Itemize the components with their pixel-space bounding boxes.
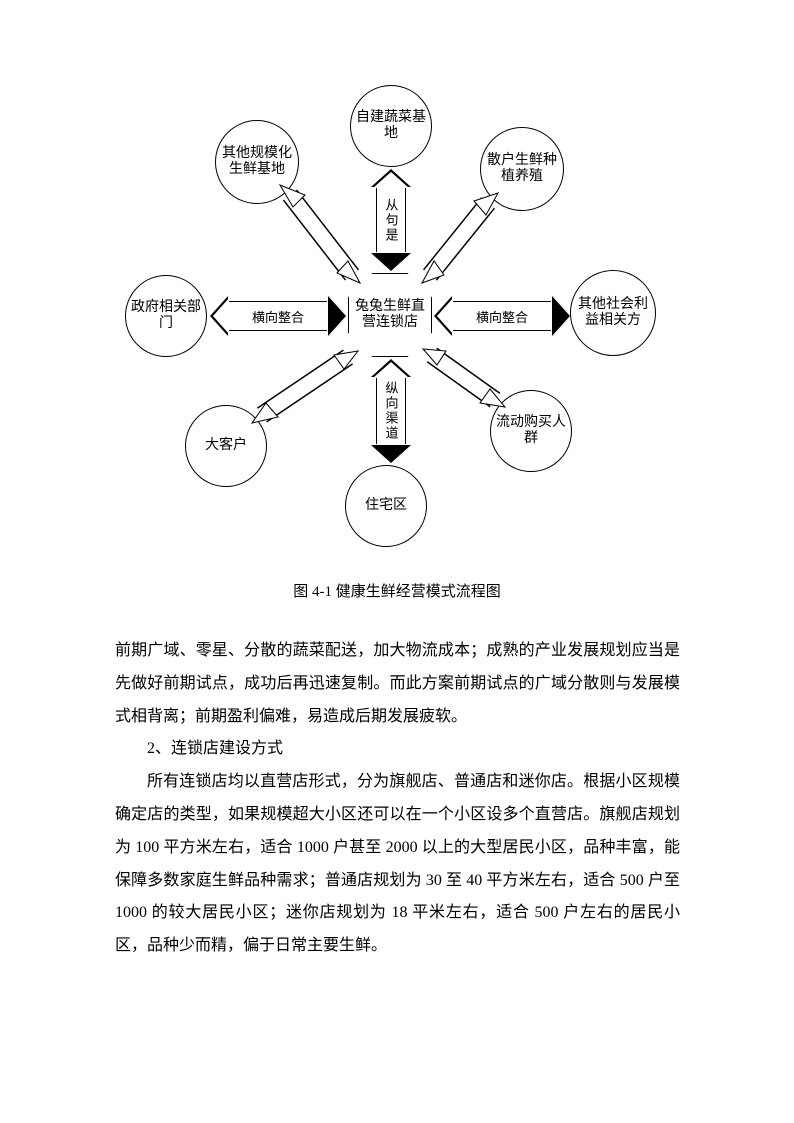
- node-top-right-label: 散户生鲜种植养殖: [485, 153, 559, 185]
- node-bottom-right-label: 流动购买人群: [495, 415, 567, 447]
- paragraph-1: 前期广域、零星、分散的蔬菜配送，加大物流成本；成熟的产业发展规划应当是先做好前期…: [115, 635, 680, 733]
- node-bottom: 住宅区: [345, 465, 427, 547]
- node-top-left: 其他规模化生鲜基地: [215, 120, 299, 204]
- arrow-down-label: 纵向渠道: [382, 381, 401, 441]
- arrow-right: 横向整合: [452, 301, 552, 331]
- node-bottom-right: 流动购买人群: [490, 390, 572, 472]
- node-top: 自建蔬菜基地: [350, 85, 432, 167]
- node-left: 政府相关部门: [125, 275, 207, 357]
- node-top-right: 散户生鲜种植养殖: [480, 127, 564, 211]
- node-left-label: 政府相关部门: [130, 300, 202, 332]
- flow-diagram: 兔兔生鲜直营连锁店 自建蔬菜基地 其他规模化生鲜基地 散户生鲜种植养殖 政府相关…: [130, 95, 650, 565]
- arrow-down: 纵向渠道: [376, 377, 406, 445]
- paragraph-2-head: 2、连锁店建设方式: [115, 733, 680, 766]
- node-center: 兔兔生鲜直营连锁店: [348, 273, 432, 357]
- arrow-left-label: 横向整合: [252, 307, 304, 326]
- node-top-label: 自建蔬菜基地: [355, 110, 427, 142]
- arrow-right-label: 横向整合: [476, 307, 528, 326]
- paragraph-3: 所有连锁店均以直营店形式，分为旗舰店、普通店和迷你店。根据小区规模确定店的类型，…: [115, 766, 680, 963]
- body-text: 前期广域、零星、分散的蔬菜配送，加大物流成本；成熟的产业发展规划应当是先做好前期…: [115, 635, 680, 963]
- node-top-left-label: 其他规模化生鲜基地: [220, 146, 294, 178]
- arrow-left: 横向整合: [228, 301, 328, 331]
- node-bottom-left-label: 大客户: [205, 438, 247, 454]
- diagram-caption-text: 图 4-1 健康生鲜经营模式流程图: [293, 584, 501, 600]
- page: 兔兔生鲜直营连锁店 自建蔬菜基地 其他规模化生鲜基地 散户生鲜种植养殖 政府相关…: [0, 0, 794, 1123]
- node-center-label: 兔兔生鲜直营连锁店: [349, 299, 431, 331]
- arrow-up: 从句是: [376, 187, 406, 253]
- diagram-caption: 图 4-1 健康生鲜经营模式流程图: [0, 580, 794, 601]
- node-right-label: 其他社会利益相关方: [575, 297, 651, 329]
- node-bottom-label: 住宅区: [365, 498, 407, 514]
- node-bottom-left: 大客户: [185, 405, 267, 487]
- arrow-up-label: 从句是: [382, 198, 401, 243]
- node-right: 其他社会利益相关方: [570, 270, 656, 356]
